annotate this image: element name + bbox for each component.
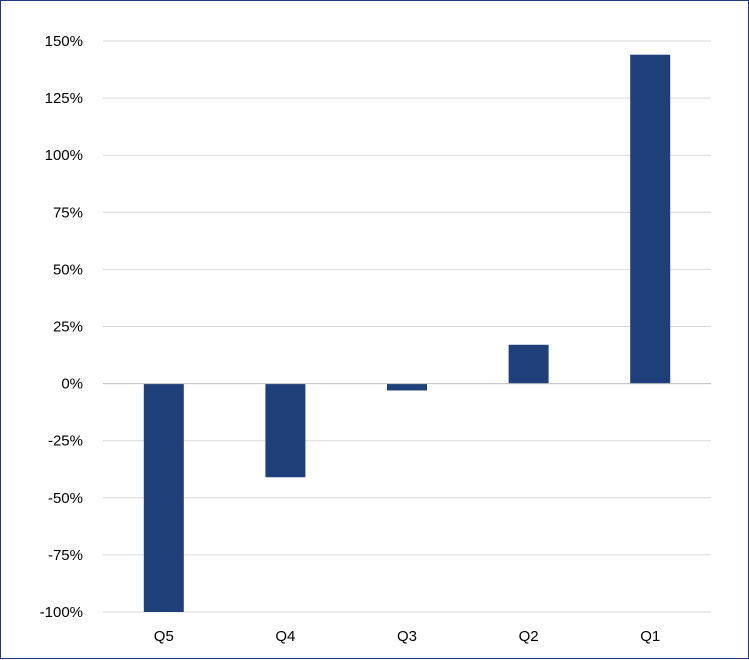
bar-q3 <box>387 383 427 391</box>
x-category-label: Q4 <box>275 628 295 645</box>
bar-q4 <box>265 383 306 478</box>
x-category-label: Q1 <box>640 628 660 645</box>
x-category-label: Q2 <box>519 628 539 645</box>
bar-q2 <box>508 344 549 384</box>
y-tick-label: -50% <box>48 490 83 507</box>
bars <box>143 54 671 612</box>
y-tick-label: 125% <box>45 90 83 107</box>
x-category-label: Q5 <box>154 628 174 645</box>
y-tick-label: 150% <box>45 33 83 50</box>
y-axis-tick-labels: 150% 125% 100% 75% 50% 25% 0% -25% -50% -75% -100% <box>40 33 83 621</box>
y-tick-label: 100% <box>45 147 83 164</box>
y-tick-label: 0% <box>61 376 83 393</box>
y-tick-label: 75% <box>53 204 83 221</box>
bar-q5 <box>143 383 184 612</box>
x-axis-category-labels: Q5 Q4 Q3 Q2 Q1 <box>154 628 660 645</box>
x-category-label: Q3 <box>397 628 417 645</box>
y-tick-label: -25% <box>48 433 83 450</box>
y-tick-label: 25% <box>53 319 83 336</box>
y-tick-label: -100% <box>40 604 83 621</box>
y-tick-label: 50% <box>53 261 83 278</box>
bar-q1 <box>630 54 671 384</box>
gridlines <box>103 40 711 613</box>
y-tick-label: -75% <box>48 547 83 564</box>
